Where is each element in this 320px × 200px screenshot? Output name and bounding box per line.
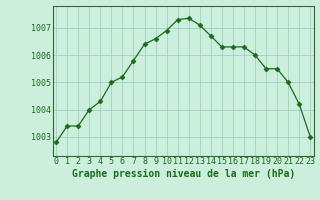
X-axis label: Graphe pression niveau de la mer (hPa): Graphe pression niveau de la mer (hPa) [72,169,295,179]
